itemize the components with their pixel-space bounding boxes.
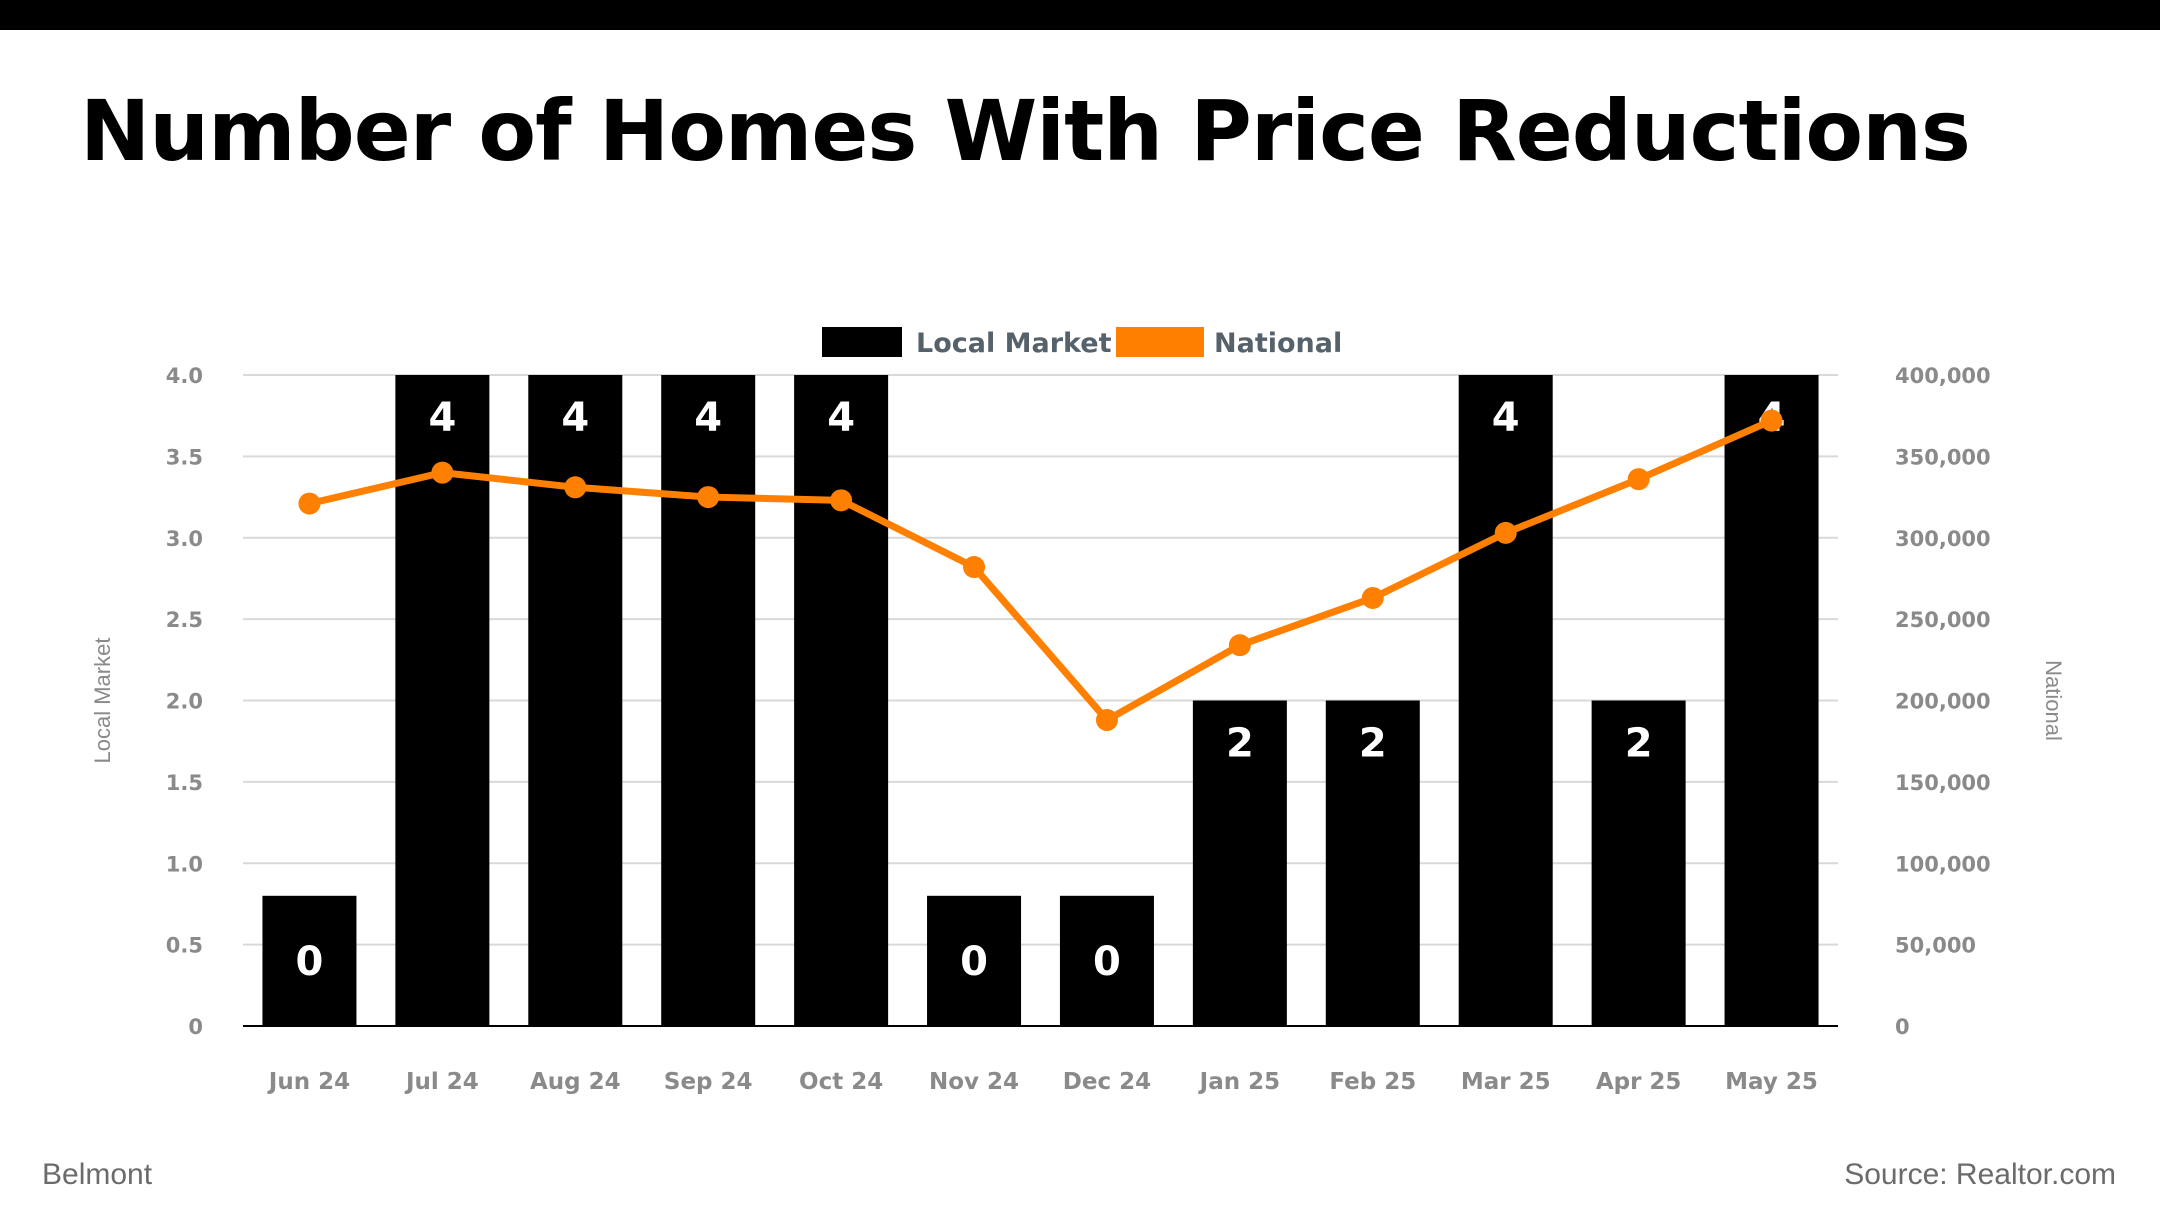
bar-value-label: 4: [1492, 395, 1520, 441]
chart-title: Number of Homes With Price Reductions: [80, 82, 1971, 180]
bar-value-label: 2: [1625, 721, 1653, 767]
bar: [528, 375, 623, 1026]
y-tick-label-left: 2.5: [166, 608, 203, 632]
national-line: [308, 417, 1773, 724]
legend: Local Market National: [822, 327, 1342, 359]
x-tick-label: Dec 24: [1063, 1069, 1151, 1095]
national-point: [1494, 521, 1517, 544]
y-tick-label-right: 150,000: [1895, 771, 1991, 795]
y-tick-label-right: 50,000: [1895, 934, 1976, 958]
x-tick-label: Nov 24: [929, 1069, 1019, 1095]
y-tick-label-right: 200,000: [1895, 690, 1991, 714]
x-tick-label: Jul 24: [404, 1069, 479, 1095]
x-tick-label: Feb 25: [1329, 1069, 1416, 1095]
y-tick-label-right: 250,000: [1895, 608, 1991, 632]
national-point: [1228, 634, 1251, 657]
y-tick-label-right: 300,000: [1895, 527, 1991, 551]
bar: [1192, 700, 1287, 1026]
y-tick-label-left: 2.0: [166, 690, 203, 714]
x-tick-label: Apr 25: [1596, 1069, 1682, 1095]
bar: [927, 895, 1022, 1026]
y-axis-title-left: Local Market: [90, 638, 115, 764]
y-tick-label-right: 350,000: [1895, 445, 1991, 469]
axes: 0 0 0.5 50,000 1.0 100,000 1.5 150,000 2.0 200,00…: [90, 364, 2066, 1095]
y-tick-label-right: 400,000: [1895, 364, 1991, 388]
top-bar: [0, 0, 2160, 30]
national-point: [697, 486, 720, 509]
x-tick-label: Mar 25: [1461, 1069, 1551, 1095]
bar-value-label: 2: [1359, 721, 1387, 767]
y-tick-label-left: 4.0: [166, 364, 203, 388]
x-tick-label: Sep 24: [664, 1069, 753, 1095]
national-point: [431, 461, 454, 484]
bar-value-label: 4: [428, 395, 456, 441]
legend-swatch-local-market: [822, 327, 902, 357]
y-tick-label-left: 0: [188, 1015, 203, 1039]
location-label: Belmont: [42, 1158, 153, 1191]
x-tick-label: May 25: [1725, 1069, 1818, 1095]
x-tick-label: Oct 24: [799, 1069, 883, 1095]
x-tick-label: Aug 24: [530, 1069, 621, 1095]
national-point: [1760, 409, 1783, 432]
national-point: [298, 492, 321, 515]
y-tick-label-left: 3.5: [166, 445, 203, 469]
legend-label-local-market: Local Market: [916, 328, 1112, 359]
bar: [794, 375, 889, 1026]
line-national: [298, 409, 1783, 732]
bar-value-label: 4: [561, 395, 589, 441]
bar-value-label: 0: [1093, 939, 1121, 985]
bar-value-label: 0: [960, 939, 988, 985]
national-point: [1361, 586, 1384, 609]
bar: [661, 375, 756, 1026]
bar: [1325, 700, 1420, 1026]
bar-value-label: 4: [694, 395, 722, 441]
x-tick-label: Jun 24: [267, 1069, 350, 1095]
y-tick-label-left: 0.5: [166, 934, 203, 958]
y-tick-label-left: 3.0: [166, 527, 203, 551]
y-tick-label-left: 1.0: [166, 852, 203, 876]
grid-lines: [243, 374, 1838, 946]
bar: [262, 895, 357, 1026]
bar: [1059, 895, 1154, 1026]
bar: [1591, 700, 1686, 1026]
y-tick-label-right: 0: [1895, 1015, 1910, 1039]
bar-value-label: 0: [296, 939, 324, 985]
national-point: [963, 556, 986, 579]
legend-swatch-national: [1116, 327, 1204, 357]
x-tick-label: Jan 25: [1198, 1069, 1280, 1095]
national-point: [1627, 468, 1650, 491]
national-point: [564, 476, 587, 499]
bar-value-label: 2: [1226, 721, 1254, 767]
y-tick-label-right: 100,000: [1895, 852, 1991, 876]
bar-value-label: 4: [827, 395, 855, 441]
legend-label-national: National: [1214, 328, 1342, 359]
bar: [1724, 375, 1819, 1026]
bar: [1458, 375, 1553, 1026]
y-tick-label-left: 1.5: [166, 771, 203, 795]
source-label: Source: Realtor.com: [1844, 1158, 2116, 1191]
y-axis-title-right: National: [2041, 660, 2066, 741]
national-point: [1095, 709, 1118, 732]
national-point: [830, 489, 853, 512]
